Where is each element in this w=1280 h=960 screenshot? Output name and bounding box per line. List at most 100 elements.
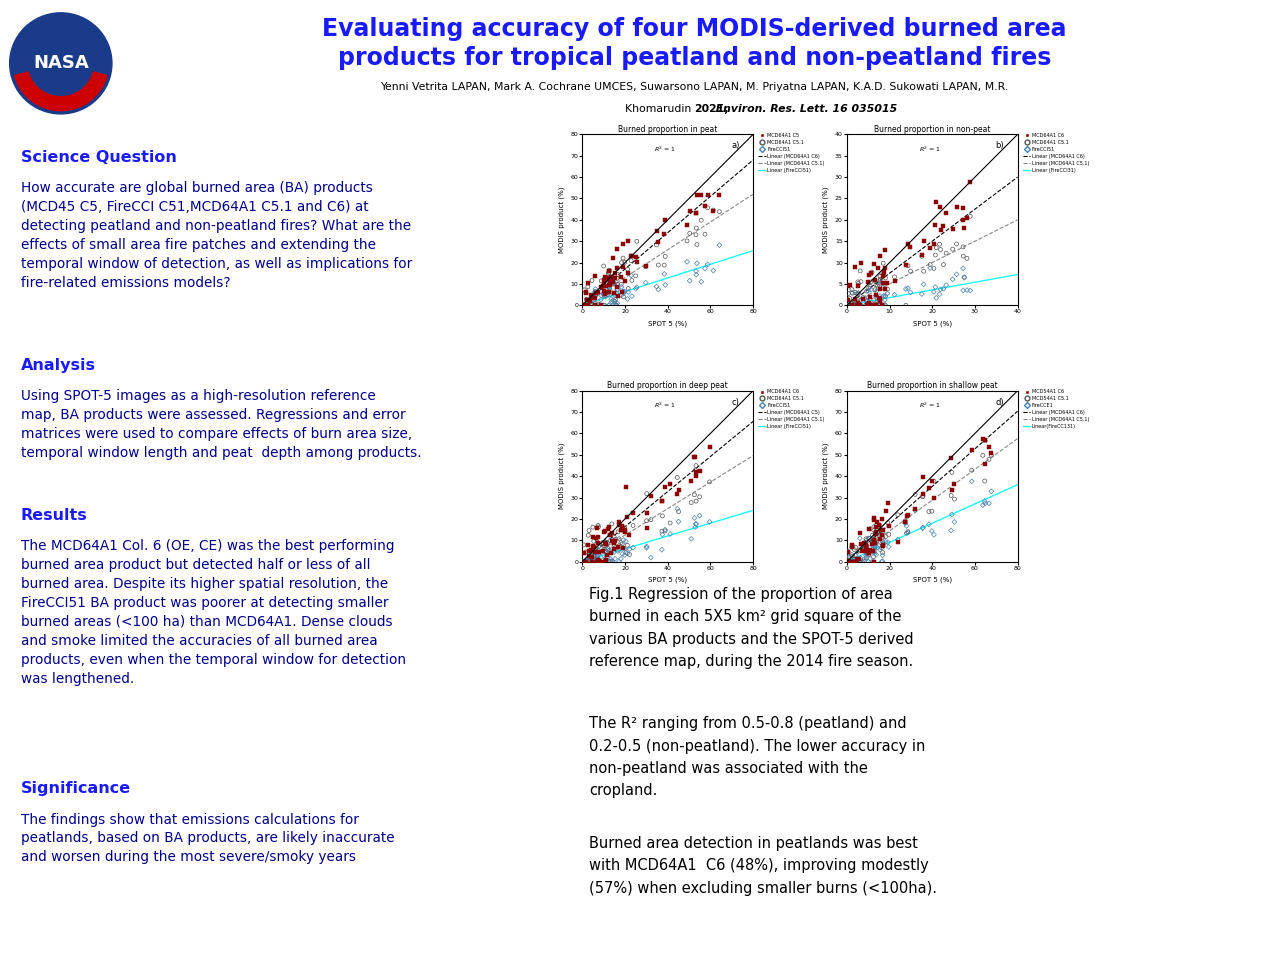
- Point: [900, 239, 920, 254]
- Point: [850, 298, 870, 313]
- Point: [614, 520, 635, 536]
- Point: [581, 298, 602, 313]
- Point: [646, 224, 667, 239]
- Title: Burned proportion in shallow peat: Burned proportion in shallow peat: [867, 381, 997, 390]
- Point: [851, 255, 872, 271]
- Point: [599, 542, 620, 558]
- Point: [576, 298, 596, 313]
- Title: Burned proportion in deep peat: Burned proportion in deep peat: [607, 381, 728, 390]
- Point: [849, 542, 869, 558]
- Point: [850, 554, 870, 569]
- Point: [621, 249, 641, 264]
- Point: [607, 242, 627, 257]
- Point: [593, 278, 613, 294]
- Point: [838, 278, 859, 294]
- Point: [859, 554, 879, 569]
- Point: [588, 535, 608, 550]
- Point: [845, 292, 865, 307]
- Point: [576, 285, 596, 300]
- Point: [913, 487, 933, 502]
- Point: [600, 551, 621, 566]
- Point: [863, 536, 883, 551]
- Point: [869, 525, 890, 540]
- Point: [896, 518, 916, 534]
- Point: [924, 261, 945, 276]
- Point: [933, 257, 954, 273]
- Point: [859, 531, 879, 546]
- Point: [864, 273, 884, 288]
- Point: [572, 298, 593, 313]
- Point: [864, 256, 884, 272]
- Point: [869, 292, 890, 307]
- Point: [851, 274, 872, 289]
- Point: [924, 473, 945, 489]
- Point: [690, 508, 710, 523]
- Point: [686, 464, 707, 479]
- Point: [611, 288, 631, 303]
- Point: [864, 298, 884, 313]
- Point: [860, 298, 881, 313]
- Point: [698, 200, 718, 215]
- Y-axis label: MODIS product (%): MODIS product (%): [558, 443, 564, 510]
- Point: [581, 291, 602, 306]
- Point: [600, 272, 621, 287]
- Point: [954, 221, 974, 236]
- Point: [600, 274, 621, 289]
- Point: [573, 554, 594, 569]
- Point: [602, 541, 622, 557]
- Point: [873, 265, 893, 280]
- Point: [652, 523, 672, 539]
- Point: [602, 533, 622, 548]
- Point: [842, 540, 863, 555]
- Point: [584, 554, 604, 569]
- Point: [580, 294, 600, 309]
- Point: [593, 286, 613, 301]
- Point: [579, 523, 599, 539]
- Point: [640, 550, 660, 565]
- Point: [856, 545, 877, 561]
- Point: [594, 541, 614, 557]
- Point: [954, 249, 974, 264]
- Point: [621, 268, 641, 283]
- Point: [861, 264, 882, 279]
- Point: [870, 531, 891, 546]
- Point: [878, 515, 899, 530]
- Point: [924, 236, 945, 252]
- Point: [608, 524, 628, 540]
- Point: [686, 205, 707, 221]
- Point: [655, 523, 676, 539]
- Point: [838, 293, 859, 308]
- Point: [640, 512, 660, 527]
- Point: [941, 450, 961, 466]
- Point: [605, 532, 626, 547]
- Point: [607, 279, 627, 295]
- Point: [573, 298, 594, 313]
- Point: [608, 267, 628, 282]
- Point: [876, 289, 896, 304]
- Point: [614, 274, 635, 289]
- Point: [613, 259, 634, 275]
- Point: [613, 540, 634, 556]
- Point: [905, 501, 925, 516]
- Point: [867, 297, 887, 312]
- Point: [573, 554, 594, 569]
- Point: [842, 298, 863, 313]
- Point: [842, 285, 863, 300]
- Point: [873, 298, 893, 313]
- Point: [867, 515, 887, 530]
- Point: [627, 279, 648, 295]
- Point: [582, 546, 603, 562]
- Point: [603, 534, 623, 549]
- Point: [598, 540, 618, 556]
- Point: [585, 281, 605, 297]
- Point: [870, 527, 891, 542]
- Point: [873, 255, 893, 271]
- Point: [590, 298, 611, 313]
- Point: [858, 298, 878, 313]
- Point: [584, 539, 604, 554]
- Point: [929, 236, 950, 252]
- Point: [952, 212, 973, 228]
- Point: [602, 294, 622, 309]
- Point: [844, 554, 864, 569]
- Point: [576, 552, 596, 567]
